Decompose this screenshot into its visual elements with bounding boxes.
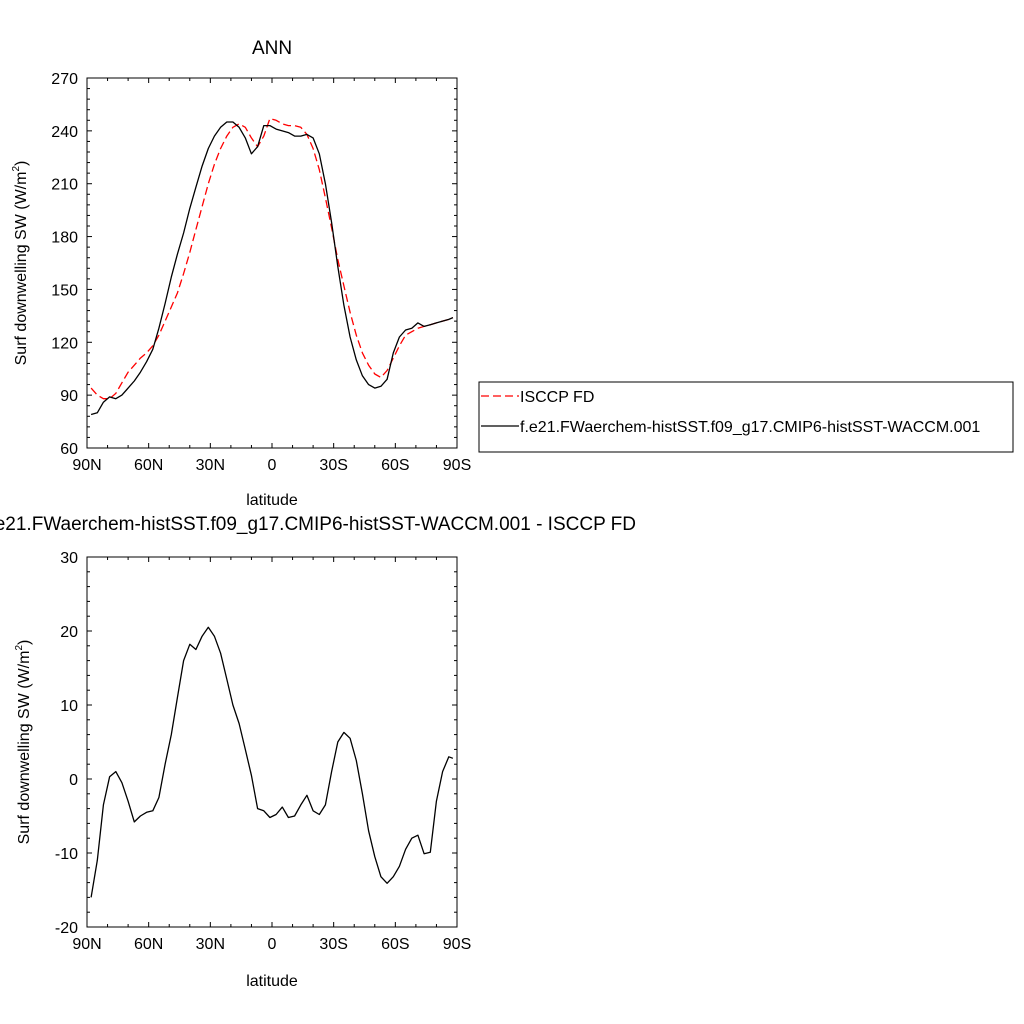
bottom-x-tick-label: 90S <box>443 936 471 953</box>
top-series-line-2 <box>90 121 454 416</box>
top-y-tick-label: 120 <box>51 335 78 352</box>
legend: ISCCP FD f.e21.FWaerchem-histSST.f09_g17… <box>478 381 1014 453</box>
top-y-tick-label: 240 <box>51 124 78 141</box>
bottom-x-tick-label: 0 <box>268 936 277 953</box>
bottom-y-axis-label-main: Surf downwelling SW (W/m <box>16 651 33 845</box>
bottom-y-tick-label: -20 <box>55 920 78 937</box>
top-x-axis-label: latitude <box>246 492 298 509</box>
bottom-y-tick-label: 10 <box>60 698 78 715</box>
bottom-x-tick-label: 30N <box>196 936 225 953</box>
top-y-axis-label-end: ) <box>13 161 30 166</box>
bottom-chart-title: f.e21.FWaerchem-histSST.f09_g17.CMIP6-hi… <box>0 514 636 535</box>
top-y-axis-label: Surf downwelling SW (W/m2) <box>11 161 30 366</box>
bottom-chart-panel: f.e21.FWaerchem-histSST.f09_g17.CMIP6-hi… <box>0 514 636 990</box>
top-plot-frame <box>86 77 458 449</box>
bottom-y-axis-label-sup: 2 <box>14 645 25 651</box>
bottom-plot-frame <box>86 556 458 928</box>
top-y-tick-label: 150 <box>51 282 78 299</box>
top-chart-panel: ANN 60 90 120 150 180 210 240 270 90N 60N 30N 0 30S… <box>11 38 471 509</box>
bottom-y-axis-label: Surf downwelling SW (W/m2) <box>14 640 33 845</box>
bottom-x-tick-label: 60S <box>381 936 409 953</box>
bottom-y-tick-label: 30 <box>60 550 78 567</box>
top-y-tick-labels: 60 90 120 150 180 210 240 270 <box>51 71 78 458</box>
bottom-y-tick-label: 0 <box>69 772 78 789</box>
top-series-line-1 <box>90 117 454 400</box>
top-y-tick-label: 60 <box>60 441 78 458</box>
bottom-x-tick-label: 30S <box>319 936 347 953</box>
legend-label-isccp: ISCCP FD <box>520 389 594 406</box>
legend-box <box>478 381 1014 453</box>
top-chart-lines <box>90 117 454 416</box>
top-y-tick-label: 270 <box>51 71 78 88</box>
bottom-series-line-1 <box>90 626 454 898</box>
bottom-y-tick-labels: -20 -10 0 10 20 30 <box>55 550 78 937</box>
top-x-tick-label: 90N <box>72 457 101 474</box>
top-chart-title: ANN <box>252 38 292 59</box>
bottom-x-tick-label: 90N <box>72 936 101 953</box>
top-y-axis-label-sup: 2 <box>11 166 22 172</box>
top-y-tick-label: 210 <box>51 177 78 194</box>
bottom-chart-lines <box>90 626 454 898</box>
top-x-tick-label: 30N <box>196 457 225 474</box>
bottom-y-axis-label-end: ) <box>16 640 33 645</box>
top-x-tick-label: 30S <box>319 457 347 474</box>
bottom-axis-ticks <box>86 556 458 928</box>
top-x-tick-label: 60S <box>381 457 409 474</box>
top-y-tick-label: 180 <box>51 230 78 247</box>
top-y-axis-label-main: Surf downwelling SW (W/m <box>13 172 30 366</box>
bottom-x-tick-label: 60N <box>134 936 163 953</box>
legend-label-model: f.e21.FWaerchem-histSST.f09_g17.CMIP6-hi… <box>520 419 980 436</box>
top-x-tick-label: 0 <box>268 457 277 474</box>
bottom-x-axis-label: latitude <box>246 973 298 990</box>
top-y-tick-label: 90 <box>60 388 78 405</box>
bottom-x-tick-labels: 90N 60N 30N 0 30S 60S 90S <box>72 936 471 953</box>
top-x-tick-labels: 90N 60N 30N 0 30S 60S 90S <box>72 457 471 474</box>
bottom-y-tick-label: -10 <box>55 846 78 863</box>
top-x-tick-label: 60N <box>134 457 163 474</box>
top-x-tick-label: 90S <box>443 457 471 474</box>
bottom-y-tick-label: 20 <box>60 624 78 641</box>
top-axis-ticks <box>86 77 458 449</box>
